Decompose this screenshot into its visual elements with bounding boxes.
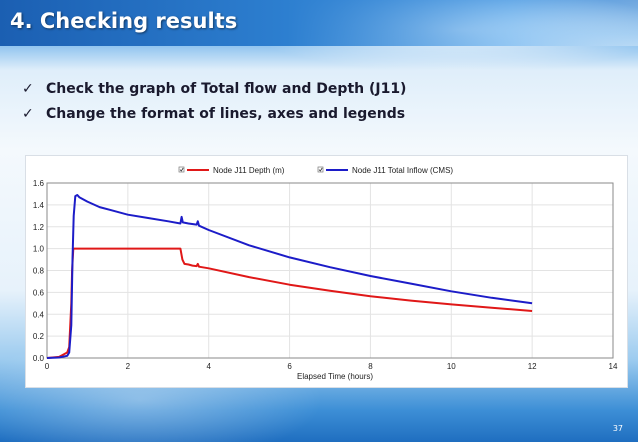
y-tick-label: 1.6 — [33, 179, 45, 188]
x-tick-label: 0 — [45, 362, 50, 371]
slide-title: 4. Checking results — [10, 9, 238, 33]
legend-label: Node J11 Depth (m) — [213, 166, 285, 175]
bullet-list: ✓ Check the graph of Total flow and Depth… — [22, 77, 406, 127]
y-tick-label: 1.0 — [33, 245, 45, 254]
legend-label: Node J11 Total Inflow (CMS) — [352, 166, 453, 175]
y-tick-label: 0.4 — [33, 310, 45, 319]
chart-panel: 0.0 0.2 0.4 0.6 0.8 1.0 1.2 1.4 1.6 0 2 4 6 8 10 12 14 El… — [25, 155, 628, 388]
x-tick-label: 6 — [287, 362, 292, 371]
x-axis-title: Elapsed Time (hours) — [297, 372, 373, 381]
checkmark-icon: ✓ — [22, 106, 34, 122]
x-tick-label: 10 — [447, 362, 456, 371]
y-tick-label: 0.2 — [33, 332, 45, 341]
legend-check-icon — [318, 167, 323, 172]
x-tick-label: 2 — [126, 362, 131, 371]
legend-checkbox-icon — [178, 166, 185, 173]
y-tick-label: 0.8 — [33, 267, 45, 276]
x-tick-label: 8 — [368, 362, 373, 371]
y-tick-label: 0.0 — [33, 354, 45, 363]
legend-checkbox-icon — [317, 166, 324, 173]
y-tick-label: 1.2 — [33, 223, 45, 232]
x-tick-label: 12 — [528, 362, 537, 371]
title-bar: 4. Checking results — [0, 0, 638, 46]
y-tick-label: 0.6 — [33, 288, 45, 297]
plot-frame — [46, 182, 614, 359]
y-tick-label: 1.4 — [33, 201, 45, 210]
page-number: 37 — [612, 424, 623, 433]
inflow-series-line — [46, 194, 533, 359]
legend-check-icon — [179, 167, 184, 172]
bullet-item: ✓ Change the format of lines, axes and le… — [22, 102, 406, 127]
bullet-text: Change the format of lines, axes and leg… — [46, 106, 406, 122]
x-tick-label: 14 — [609, 362, 618, 371]
x-tick-label: 4 — [206, 362, 211, 371]
bullet-item: ✓ Check the graph of Total flow and Depth… — [22, 77, 406, 102]
checkmark-icon: ✓ — [22, 81, 34, 97]
bullet-text: Check the graph of Total flow and Depth … — [46, 81, 407, 97]
line-chart: 0.0 0.2 0.4 0.6 0.8 1.0 1.2 1.4 1.6 0 2 4 6 8 10 12 14 El… — [33, 166, 618, 381]
